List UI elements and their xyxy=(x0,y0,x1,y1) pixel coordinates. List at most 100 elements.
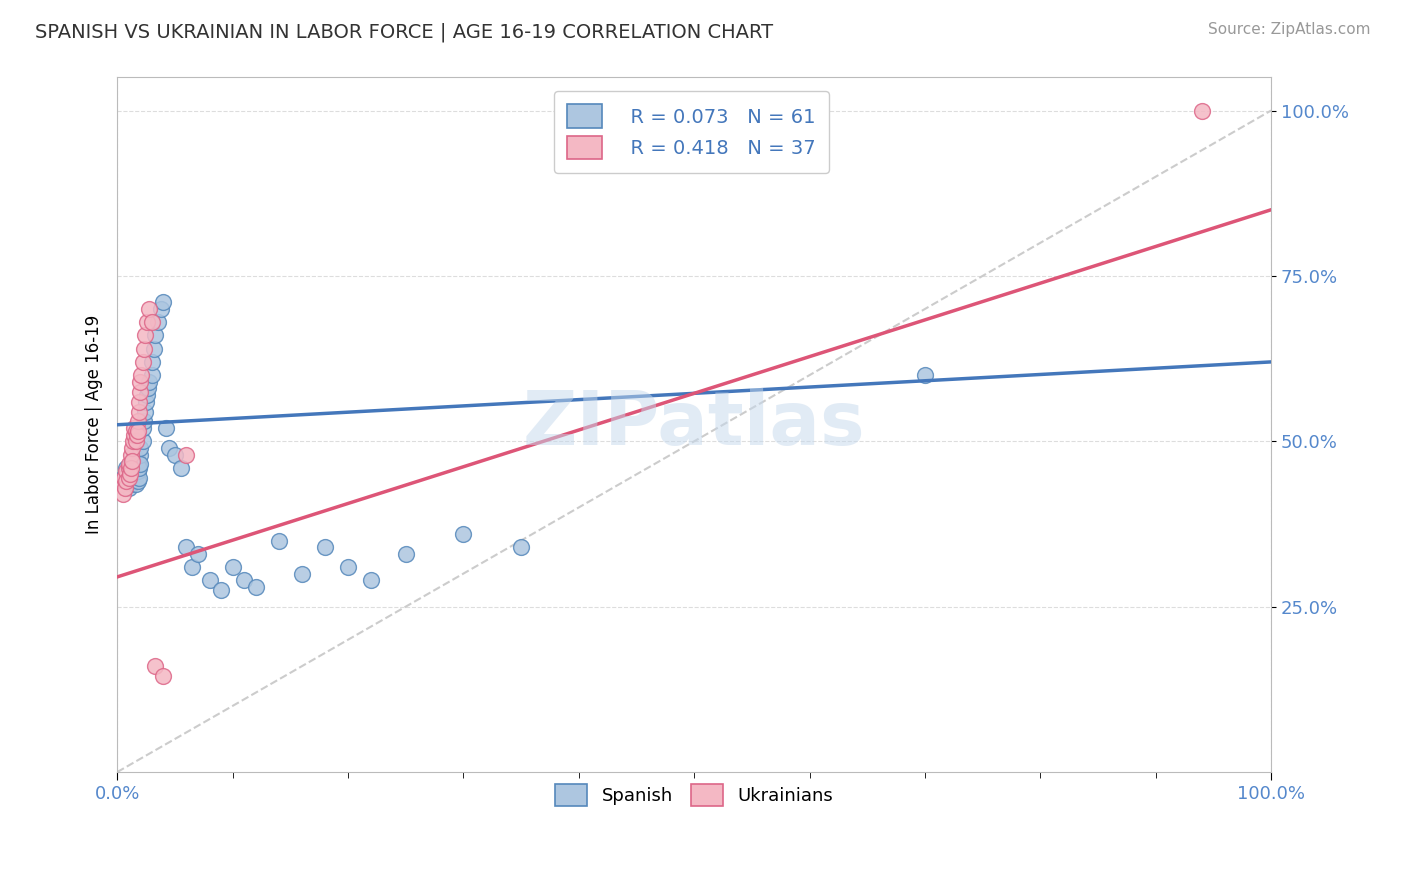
Point xyxy=(181,560,204,574)
Text: ZIPatlas: ZIPatlas xyxy=(523,388,866,461)
Point xyxy=(124,421,146,435)
Point xyxy=(155,421,177,435)
Point xyxy=(914,368,936,383)
Point xyxy=(233,573,256,587)
Point xyxy=(150,301,173,316)
Point xyxy=(122,471,145,485)
Point xyxy=(129,448,152,462)
Point xyxy=(125,467,148,482)
Point xyxy=(360,573,382,587)
Point xyxy=(132,414,155,428)
Point xyxy=(176,448,198,462)
Point xyxy=(152,295,174,310)
Point xyxy=(1191,103,1213,118)
Point xyxy=(143,342,166,356)
Point xyxy=(143,659,166,673)
Point xyxy=(198,573,221,587)
Point xyxy=(125,427,148,442)
Point xyxy=(118,481,141,495)
Point xyxy=(121,454,143,468)
Point xyxy=(141,355,163,369)
Point xyxy=(138,375,160,389)
Point xyxy=(152,669,174,683)
Point xyxy=(118,460,141,475)
Point xyxy=(141,315,163,329)
Point xyxy=(118,467,141,482)
Point xyxy=(453,527,475,541)
Point xyxy=(121,460,143,475)
Y-axis label: In Labor Force | Age 16-19: In Labor Force | Age 16-19 xyxy=(86,315,103,534)
Point xyxy=(111,471,134,485)
Point xyxy=(118,471,141,485)
Point xyxy=(336,560,359,574)
Point xyxy=(111,487,134,501)
Point xyxy=(135,394,157,409)
Point xyxy=(131,368,153,383)
Point xyxy=(395,547,418,561)
Point xyxy=(110,477,132,491)
Point xyxy=(136,388,159,402)
Point xyxy=(124,477,146,491)
Point xyxy=(120,448,142,462)
Point xyxy=(129,458,152,472)
Point xyxy=(124,425,146,439)
Point xyxy=(209,583,232,598)
Legend: Spanish, Ukrainians: Spanish, Ukrainians xyxy=(546,775,842,815)
Point xyxy=(124,434,146,449)
Point xyxy=(115,460,138,475)
Point xyxy=(146,315,169,329)
Point xyxy=(510,540,533,554)
Point xyxy=(134,328,156,343)
Point xyxy=(121,464,143,478)
Point xyxy=(129,384,152,399)
Point xyxy=(127,464,149,478)
Point xyxy=(176,540,198,554)
Text: SPANISH VS UKRAINIAN IN LABOR FORCE | AGE 16-19 CORRELATION CHART: SPANISH VS UKRAINIAN IN LABOR FORCE | AG… xyxy=(35,22,773,42)
Point xyxy=(124,427,146,442)
Point xyxy=(121,441,143,455)
Text: Source: ZipAtlas.com: Source: ZipAtlas.com xyxy=(1208,22,1371,37)
Point xyxy=(127,454,149,468)
Point xyxy=(131,434,153,449)
Point xyxy=(131,421,153,435)
Point xyxy=(127,414,149,428)
Point xyxy=(128,471,150,485)
Point xyxy=(118,474,141,488)
Point xyxy=(122,434,145,449)
Point xyxy=(136,315,159,329)
Point xyxy=(128,460,150,475)
Point xyxy=(128,404,150,418)
Point xyxy=(169,460,191,475)
Point xyxy=(118,467,141,482)
Point xyxy=(291,566,314,581)
Point xyxy=(128,394,150,409)
Point xyxy=(127,425,149,439)
Point xyxy=(127,474,149,488)
Point xyxy=(138,381,160,395)
Point xyxy=(314,540,336,554)
Point xyxy=(129,375,152,389)
Point xyxy=(112,471,135,485)
Point xyxy=(221,560,243,574)
Point xyxy=(114,481,136,495)
Point xyxy=(115,474,138,488)
Point xyxy=(124,474,146,488)
Point xyxy=(115,464,138,478)
Point xyxy=(120,460,142,475)
Point xyxy=(120,477,142,491)
Point xyxy=(125,458,148,472)
Point xyxy=(120,458,142,472)
Point xyxy=(141,368,163,383)
Point xyxy=(129,441,152,455)
Point xyxy=(245,580,267,594)
Point xyxy=(143,328,166,343)
Point xyxy=(118,458,141,472)
Point xyxy=(124,464,146,478)
Point xyxy=(267,533,290,548)
Point xyxy=(163,448,186,462)
Point xyxy=(187,547,209,561)
Point xyxy=(157,441,180,455)
Point xyxy=(124,460,146,475)
Point xyxy=(132,342,155,356)
Point xyxy=(134,404,156,418)
